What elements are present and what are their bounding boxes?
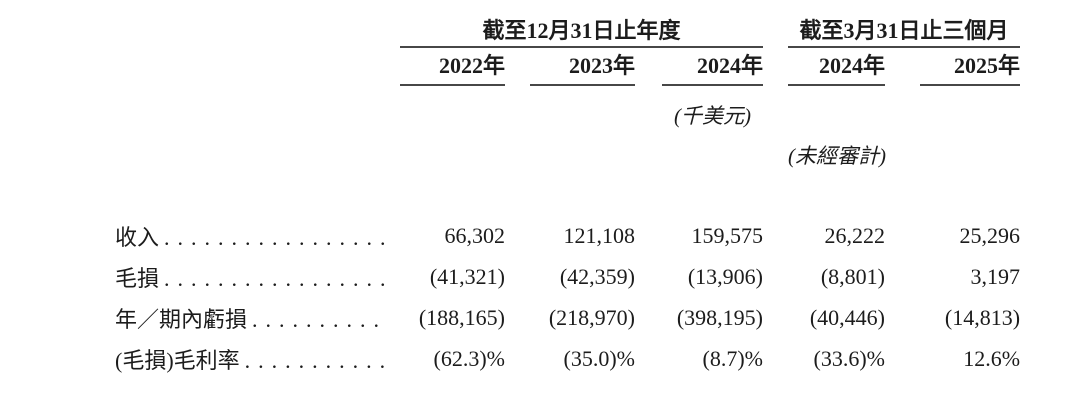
row-label: 收入 xyxy=(115,224,160,250)
value-cell: (14,813) xyxy=(944,304,1021,330)
unit-note-row: (千美元) xyxy=(115,86,1020,133)
year-column-header: 2022年 xyxy=(400,48,505,86)
year-column-header: 2025年 xyxy=(920,48,1021,86)
value-cell: 66,302 xyxy=(444,222,506,248)
value-cell: 25,296 xyxy=(959,222,1021,248)
financial-summary-table: 截至12月31日止年度 截至3月31日止三個月 2022年 2023年 2024… xyxy=(115,16,1021,379)
year-header-row: 2022年 2023年 2024年 2024年 2025年 xyxy=(115,48,1021,86)
period-group-header-annual: 截至12月31日止年度 xyxy=(400,18,764,48)
period-group-quarterly-cell: 截至3月31日止三個月 xyxy=(763,16,1021,48)
value-cell: (8,801) xyxy=(820,263,886,289)
empty-label-cell xyxy=(115,48,400,86)
period-group-annual-cell: 截至12月31日止年度 xyxy=(400,16,764,48)
row-label-cell: (毛損)毛利率 .................. xyxy=(115,338,400,379)
row-label-cell: 年／期內虧損 .................. xyxy=(115,297,400,338)
table-row-gross-margin: (毛損)毛利率 .................. (62.3)% (35.0… xyxy=(115,338,1020,379)
value-cell: (218,970) xyxy=(548,304,635,330)
value-cell: (13,906) xyxy=(687,263,764,289)
row-label-cell: 毛損 ........................ xyxy=(115,256,400,297)
value-cell: (188,165) xyxy=(418,304,505,330)
year-header-cell: 2023年 xyxy=(505,48,635,86)
value-cell: 12.6% xyxy=(963,345,1021,371)
value-cell: (35.0)% xyxy=(563,345,635,371)
value-cell: 121,108 xyxy=(563,222,636,248)
year-header-cell: 2024年 xyxy=(763,48,886,86)
empty-corner-cell xyxy=(115,16,400,48)
value-cell: 3,197 xyxy=(970,263,1021,289)
value-cell: (42,359) xyxy=(559,263,635,289)
table-row-gross-loss: 毛損 ........................ (41,321) (42… xyxy=(115,256,1020,297)
year-header-cell: 2024年 xyxy=(635,48,764,86)
table-row-loss-for-period: 年／期內虧損 .................. (188,165) (218… xyxy=(115,297,1020,338)
row-label-cell: 收入 ........................ xyxy=(115,215,400,256)
row-label: 年／期內虧損 xyxy=(115,306,248,332)
table-row-revenue: 收入 ........................ 66,302 121,1… xyxy=(115,215,1020,256)
year-header-cell: 2022年 xyxy=(400,48,505,86)
dot-leader: ........................ xyxy=(164,265,385,291)
spacer-row xyxy=(115,173,1020,215)
dot-leader: ........................ xyxy=(164,224,385,250)
value-cell: (33.6)% xyxy=(813,345,886,371)
year-column-header: 2023年 xyxy=(530,48,635,86)
dot-leader: .................. xyxy=(244,347,385,373)
year-column-header: 2024年 xyxy=(788,48,886,86)
period-group-header-quarterly: 截至3月31日止三個月 xyxy=(788,18,1021,48)
year-column-header: 2024年 xyxy=(662,48,764,86)
value-cell: (40,446) xyxy=(809,304,886,330)
value-cell: 159,575 xyxy=(691,222,764,248)
row-label: (毛損)毛利率 xyxy=(115,347,240,373)
value-cell: (8.7)% xyxy=(702,345,764,371)
period-group-header-row: 截至12月31日止年度 截至3月31日止三個月 xyxy=(115,16,1021,48)
value-cell: (62.3)% xyxy=(433,345,505,371)
unaudited-note-row: (未經審計) xyxy=(115,133,1020,173)
row-label: 毛損 xyxy=(115,265,160,291)
value-cell: (41,321) xyxy=(429,263,505,289)
unaudited-note: (未經審計) xyxy=(788,144,887,168)
value-cell: (398,195) xyxy=(676,304,764,330)
dot-leader: .................. xyxy=(252,306,385,332)
year-header-cell: 2025年 xyxy=(885,48,1021,86)
currency-unit-note: (千美元) xyxy=(674,104,751,128)
value-cell: 26,222 xyxy=(824,222,886,248)
